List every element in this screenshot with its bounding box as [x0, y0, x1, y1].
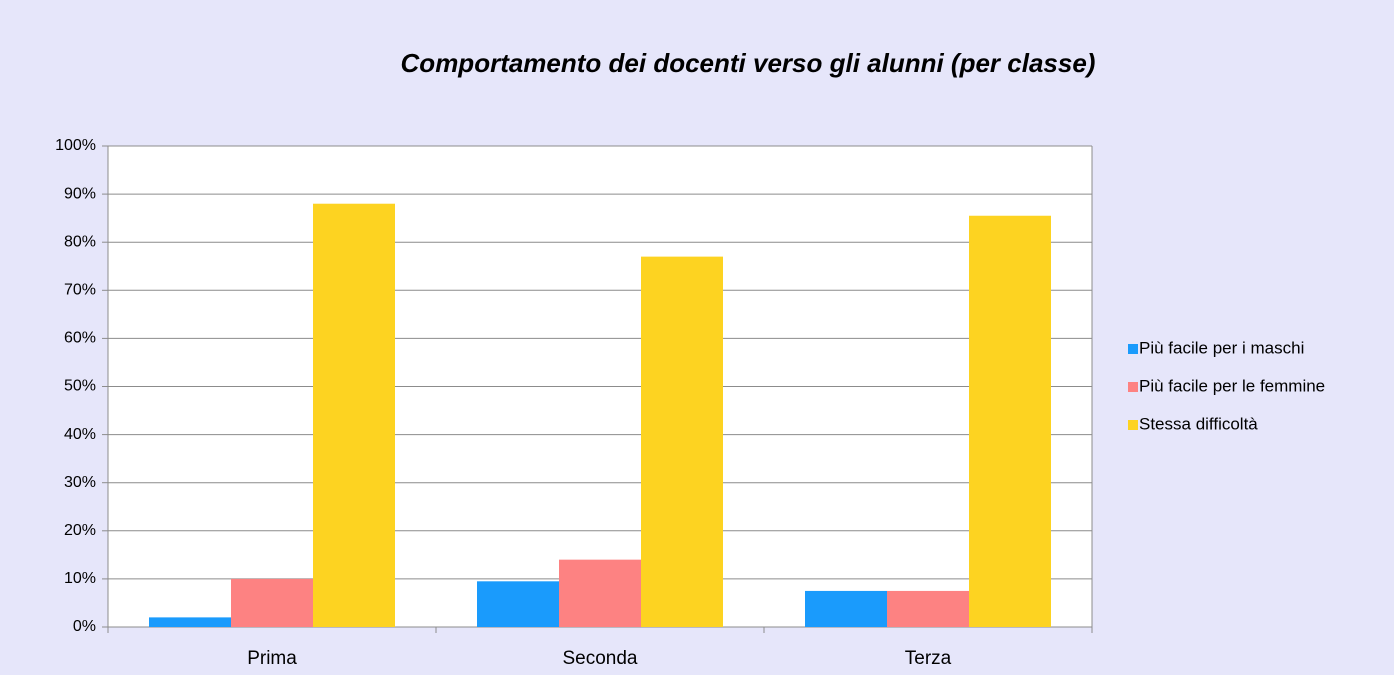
legend-label: Più facile per i maschi: [1139, 338, 1304, 357]
y-tick-label: 0%: [73, 618, 96, 635]
legend-swatch: [1128, 420, 1138, 430]
legend-label: Più facile per le femmine: [1139, 376, 1325, 395]
y-tick-label: 10%: [64, 570, 96, 587]
y-tick-label: 60%: [64, 330, 96, 347]
y-tick-label: 20%: [64, 522, 96, 539]
chart-title: Comportamento dei docenti verso gli alun…: [401, 48, 1096, 78]
legend-swatch: [1128, 382, 1138, 392]
y-tick-label: 50%: [64, 378, 96, 395]
bar: [231, 578, 313, 627]
bar: [313, 203, 395, 627]
bar: [887, 590, 969, 627]
bar: [805, 590, 887, 627]
y-tick-label: 80%: [64, 233, 96, 250]
x-tick-label: Seconda: [562, 648, 637, 669]
bar: [969, 215, 1051, 627]
bar: [477, 581, 559, 627]
bar: [641, 256, 723, 627]
x-tick-label: Prima: [247, 648, 297, 669]
y-tick-label: 100%: [55, 137, 96, 154]
y-tick-label: 70%: [64, 282, 96, 299]
x-tick-label: Terza: [905, 648, 952, 669]
y-tick-label: 90%: [64, 185, 96, 202]
bar: [559, 559, 641, 627]
y-tick-label: 30%: [64, 474, 96, 491]
legend-swatch: [1128, 344, 1138, 354]
bar: [149, 617, 231, 627]
y-tick-label: 40%: [64, 426, 96, 443]
legend-label: Stessa difficoltà: [1139, 414, 1258, 433]
